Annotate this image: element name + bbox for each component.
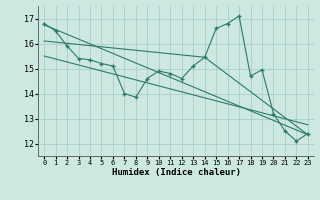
X-axis label: Humidex (Indice chaleur): Humidex (Indice chaleur) xyxy=(111,168,241,177)
